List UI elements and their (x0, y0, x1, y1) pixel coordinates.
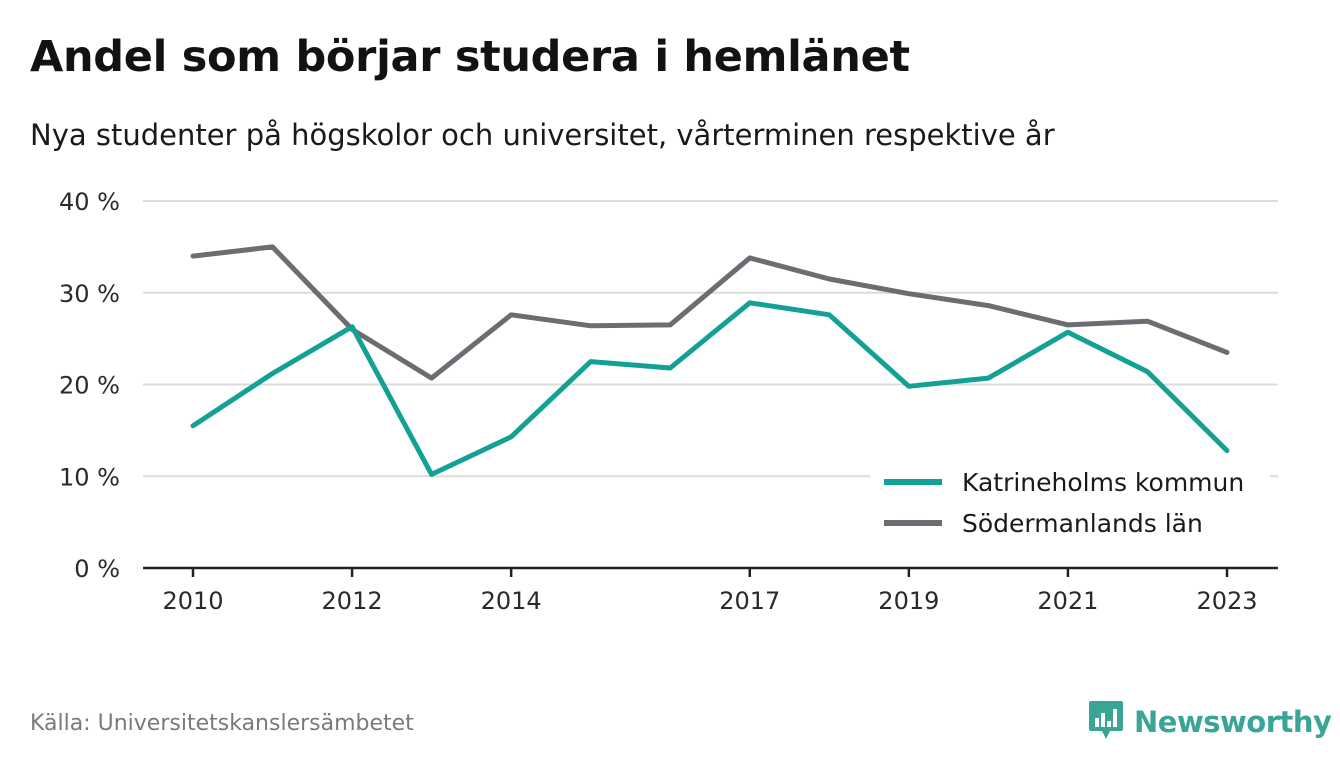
y-tick-label: 30 % (59, 280, 120, 308)
legend: Katrineholms kommun Södermanlands län (870, 456, 1270, 548)
y-tick-label: 20 % (59, 372, 120, 400)
y-tick-label: 40 % (59, 188, 120, 216)
newsworthy-logo-icon (1088, 699, 1124, 745)
series-line (190, 300, 1230, 477)
x-tick-label: 2010 (162, 587, 223, 615)
series-lines (190, 244, 1230, 477)
y-tick-label: 0 % (74, 555, 120, 583)
legend-label: Katrineholms kommun (962, 468, 1244, 497)
legend-label: Södermanlands län (962, 509, 1203, 538)
chart-subtitle: Nya studenter på högskolor och universit… (30, 118, 1055, 152)
chart-title: Andel som börjar studera i hemlänet (30, 32, 910, 82)
series-line (190, 244, 1230, 381)
x-tick-label: 2023 (1196, 587, 1257, 615)
gridlines (143, 200, 1278, 478)
source-note: Källa: Universitetskanslersämbetet (30, 711, 414, 736)
brand-logo[interactable]: Newsworthy (1088, 699, 1332, 745)
y-axis: 0 % 10 % 20 % 30 % 40 % (59, 188, 120, 583)
y-tick-label: 10 % (59, 463, 120, 491)
line-chart: 0 % 10 % 20 % 30 % 40 % 2010 2012 2014 2017 2019… (59, 188, 1278, 615)
x-axis: 2010 2012 2014 2017 2019 2021 2023 (143, 566, 1278, 615)
x-tick-label: 2012 (322, 587, 383, 615)
x-tick-label: 2017 (719, 587, 780, 615)
brand-name: Newsworthy (1134, 705, 1332, 739)
x-tick-label: 2014 (481, 587, 542, 615)
x-tick-label: 2019 (878, 587, 939, 615)
legend-background (870, 456, 1270, 548)
x-tick-label: 2021 (1037, 587, 1098, 615)
